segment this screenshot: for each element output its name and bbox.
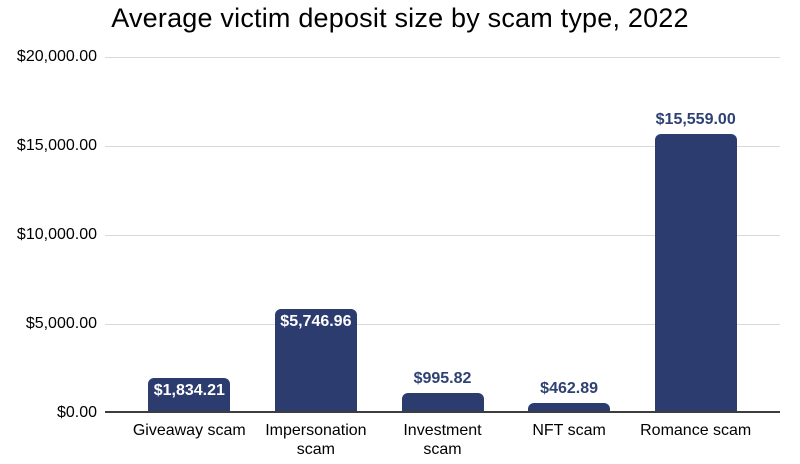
chart-title: Average victim deposit size by scam type… xyxy=(111,3,689,33)
gridline-5000 xyxy=(105,323,780,325)
x-axis-line xyxy=(105,411,780,413)
x-tick-label-impersonation-scam: Impersonation scam xyxy=(265,422,367,458)
x-tick-label-romance-scam: Romance scam xyxy=(640,422,752,439)
y-tick-label-20000: $20,000.00 xyxy=(16,48,97,65)
value-label-romance-scam: $15,559.00 xyxy=(655,111,736,129)
value-label-giveaway-scam: $1,834.21 xyxy=(153,382,225,400)
gridline-10000 xyxy=(105,234,780,236)
x-tick-label-giveaway-scam: Giveaway scam xyxy=(132,422,246,439)
y-tick-label-5000: $5,000.00 xyxy=(25,315,97,332)
value-label-investment-scam: $995.82 xyxy=(413,370,472,388)
bar-giveaway-scam xyxy=(148,378,231,411)
value-label-impersonation-scam: $5,746.96 xyxy=(280,312,352,330)
y-tick-label-15000: $15,000.00 xyxy=(16,137,97,154)
x-tick-label-nft-scam: NFT scam xyxy=(532,422,606,439)
bar-investment-scam xyxy=(401,393,484,411)
y-tick-label-0: $0.00 xyxy=(56,404,97,421)
gridline-20000 xyxy=(105,56,780,58)
value-label-nft-scam: $462.89 xyxy=(540,379,599,397)
bar-romance-scam xyxy=(654,134,737,411)
gridline-15000 xyxy=(105,145,780,147)
bar-impersonation-scam xyxy=(274,308,357,411)
y-tick-label-10000: $10,000.00 xyxy=(16,226,97,243)
x-tick-label-investment-scam: Investment scam xyxy=(403,422,482,458)
plot-area: $1,834.21 $5,746.96 $995.82 $462.89 $15,559.… xyxy=(105,56,780,413)
bar-nft-scam xyxy=(528,402,611,411)
